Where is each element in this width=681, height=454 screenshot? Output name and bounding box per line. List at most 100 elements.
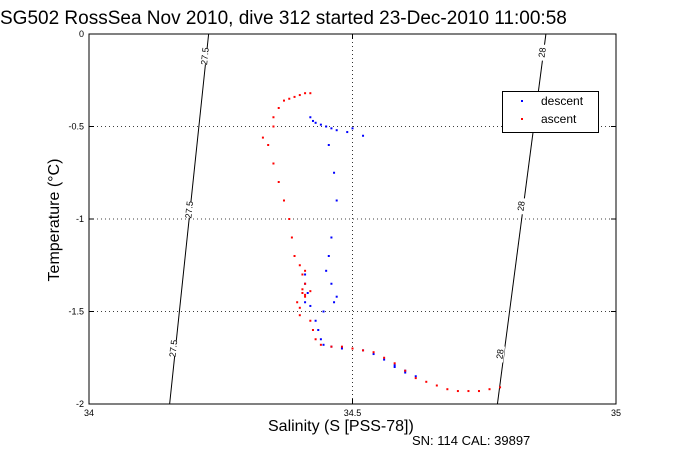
ascent-point <box>267 144 270 146</box>
ascent-point <box>261 136 264 139</box>
ascent-point <box>282 99 285 102</box>
ascent-point <box>298 306 301 309</box>
x-tick-label: 35 <box>611 408 621 418</box>
isopycnal-label-bg <box>537 44 548 61</box>
legend-marker-descent <box>521 100 523 102</box>
ascent-point <box>425 380 428 383</box>
descent-point <box>304 273 307 276</box>
ascent-point <box>304 293 307 296</box>
descent-point <box>325 125 328 128</box>
descent-point <box>351 127 354 130</box>
legend-entry-ascent: ascent <box>503 110 598 128</box>
legend-entry-descent: descent <box>503 92 598 110</box>
ascent-point <box>298 264 301 267</box>
ascent-point <box>314 338 317 341</box>
ascent-point <box>309 319 312 322</box>
ascent-point <box>282 199 285 202</box>
isopycnal-label-bg <box>495 345 506 363</box>
ascent-point <box>319 343 322 346</box>
ascent-point <box>362 349 365 352</box>
isopycnal-label-28: 28 <box>537 47 548 58</box>
descent-point <box>314 319 317 322</box>
descent-point <box>322 310 325 313</box>
chart-title: SG502 RossSea Nov 2010, dive 312 started… <box>0 8 567 29</box>
ascent-point <box>311 329 314 331</box>
ascent-point <box>301 292 304 294</box>
ascent-point <box>288 97 291 100</box>
ascent-point <box>467 390 470 393</box>
ascent-point <box>330 345 333 348</box>
isopycnal-label-bg <box>200 47 210 65</box>
ascent-point <box>340 345 343 348</box>
descent-point <box>309 116 312 119</box>
x-tick-label: 34.5 <box>344 408 362 418</box>
ascent-point <box>309 92 312 95</box>
descent-point <box>319 338 322 341</box>
descent-point <box>330 127 333 130</box>
x-axis-label: Salinity (S [PSS-78]) <box>268 418 414 435</box>
ascent-point <box>393 362 396 365</box>
descent-point <box>335 199 338 202</box>
descent-point <box>333 171 336 174</box>
ascent-point <box>298 314 301 317</box>
y-tick-label: -0.5 <box>68 122 84 132</box>
descent-point <box>383 358 386 361</box>
descent-point <box>319 123 322 126</box>
legend-marker-ascent <box>521 118 523 120</box>
ascent-point <box>435 384 438 387</box>
descent-point <box>393 366 396 368</box>
isopycnal-label-bg <box>168 340 179 357</box>
ascent-point <box>414 377 417 380</box>
grid-lines <box>89 34 616 404</box>
ascent-point <box>272 162 275 165</box>
ascent-point <box>446 388 449 391</box>
ascent-point <box>277 107 280 109</box>
y-tick-label: 0 <box>79 29 84 39</box>
ascent-point <box>372 351 375 354</box>
ascent-point <box>296 301 299 304</box>
descent-point <box>333 301 336 304</box>
descent-point <box>362 134 365 137</box>
ascent-point <box>298 94 301 97</box>
ascent-point <box>272 125 275 128</box>
descent-point <box>340 347 343 350</box>
descent-point <box>330 236 333 239</box>
ascent-point <box>404 369 407 372</box>
descent-point <box>317 329 320 331</box>
serial-calibration-text: SN: 114 CAL: 39897 <box>412 433 531 448</box>
y-tick-label: -2 <box>76 399 84 409</box>
legend: descent ascent <box>502 91 599 133</box>
isopycnal-label-bg <box>516 197 527 215</box>
ascent-point <box>301 288 304 291</box>
isopycnal-label-bg <box>184 201 194 219</box>
descent-point <box>325 269 328 272</box>
descent-point <box>322 343 325 346</box>
descent-point <box>346 131 349 134</box>
ascent-point <box>351 347 354 350</box>
descent-point <box>404 371 407 374</box>
descent-point <box>414 375 417 378</box>
data-points <box>261 92 502 393</box>
ascent-point <box>301 273 304 276</box>
descent-point <box>311 119 314 122</box>
axis-ticks: 34 34.5 35 0 -0.5 -1 -1.5 -2 <box>68 29 621 418</box>
descent-point <box>314 121 317 124</box>
isopycnal-label-27.5: 27.5 <box>199 47 211 65</box>
descent-point <box>393 364 396 367</box>
ascent-point <box>290 236 293 239</box>
ascent-point <box>304 92 307 95</box>
x-tick-label: 34 <box>84 408 94 418</box>
ascent-point <box>477 390 480 393</box>
ascent-point <box>309 290 312 293</box>
isopycnal-lines: 27.5 27.5 27.5 28 28 28 <box>167 33 548 405</box>
ascent-point <box>456 390 459 393</box>
ascent-point <box>488 388 491 391</box>
descent-point <box>372 353 375 356</box>
descent-point <box>327 255 330 257</box>
descent-point <box>330 282 333 285</box>
ascent-point <box>499 386 502 389</box>
legend-label-ascent: ascent <box>541 112 577 126</box>
y-tick-label: -1.5 <box>68 307 84 317</box>
isopycnal-label-27.5: 27.5 <box>183 201 195 219</box>
descent-point <box>304 301 307 304</box>
